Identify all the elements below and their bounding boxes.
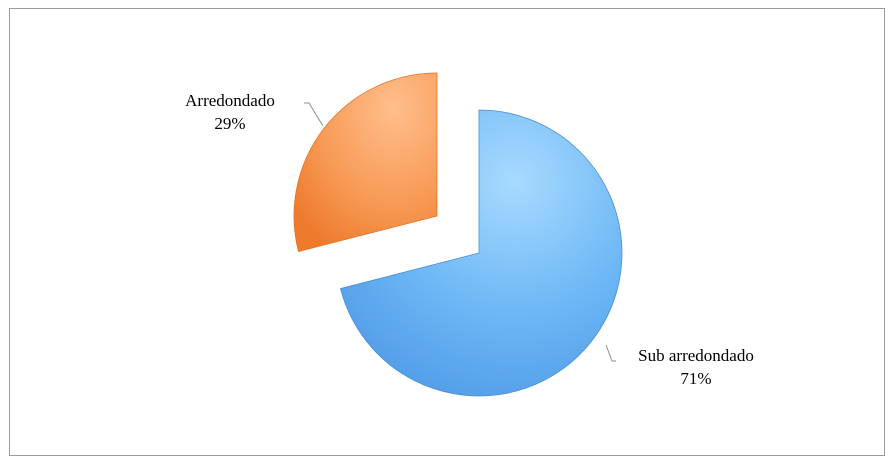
leader-line-arredondado bbox=[304, 102, 324, 127]
slice-label-arredondado: Arredondado bbox=[185, 91, 275, 110]
pie-slice-arredondado bbox=[293, 72, 438, 253]
slice-value-sub-arredondado: 71% bbox=[680, 369, 711, 388]
slice-label-sub-arredondado: Sub arredondado bbox=[638, 346, 754, 365]
pie-slice-sub-arredondado bbox=[340, 109, 623, 397]
slice-value-arredondado: 29% bbox=[214, 114, 245, 133]
leader-line-sub-arredondado bbox=[605, 344, 616, 362]
